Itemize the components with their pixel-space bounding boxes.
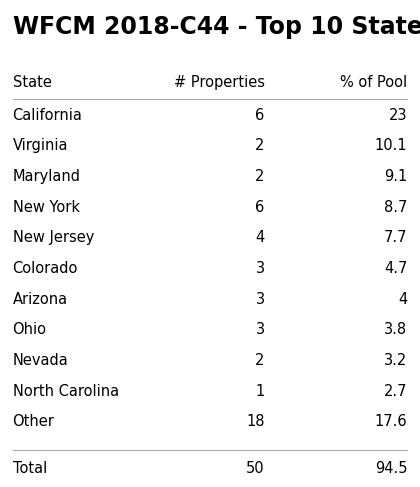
Text: 3: 3 [255,261,265,276]
Text: 9.1: 9.1 [384,169,407,184]
Text: 10.1: 10.1 [375,138,407,153]
Text: 3: 3 [255,292,265,307]
Text: Virginia: Virginia [13,138,68,153]
Text: 2: 2 [255,138,265,153]
Text: Nevada: Nevada [13,353,68,368]
Text: 18: 18 [246,414,265,430]
Text: 7.7: 7.7 [384,230,407,245]
Text: 23: 23 [389,108,407,123]
Text: New Jersey: New Jersey [13,230,94,245]
Text: North Carolina: North Carolina [13,384,119,399]
Text: Ohio: Ohio [13,322,47,337]
Text: 94.5: 94.5 [375,461,407,476]
Text: 6: 6 [255,108,265,123]
Text: 2: 2 [255,353,265,368]
Text: # Properties: # Properties [173,75,265,91]
Text: State: State [13,75,52,91]
Text: % of Pool: % of Pool [340,75,407,91]
Text: 4.7: 4.7 [384,261,407,276]
Text: 4: 4 [255,230,265,245]
Text: 3: 3 [255,322,265,337]
Text: Arizona: Arizona [13,292,68,307]
Text: 6: 6 [255,200,265,215]
Text: Other: Other [13,414,55,430]
Text: California: California [13,108,82,123]
Text: WFCM 2018-C44 - Top 10 States: WFCM 2018-C44 - Top 10 States [13,15,420,38]
Text: 3.8: 3.8 [384,322,407,337]
Text: Colorado: Colorado [13,261,78,276]
Text: 2: 2 [255,169,265,184]
Text: 50: 50 [246,461,265,476]
Text: 1: 1 [255,384,265,399]
Text: Total: Total [13,461,47,476]
Text: 3.2: 3.2 [384,353,407,368]
Text: New York: New York [13,200,80,215]
Text: 8.7: 8.7 [384,200,407,215]
Text: Maryland: Maryland [13,169,81,184]
Text: 4: 4 [398,292,407,307]
Text: 2.7: 2.7 [384,384,407,399]
Text: 17.6: 17.6 [375,414,407,430]
